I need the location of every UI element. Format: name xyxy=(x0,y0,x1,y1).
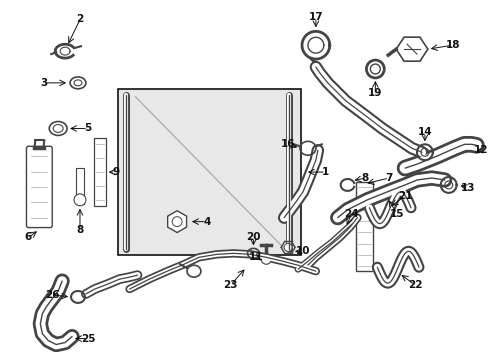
Text: 4: 4 xyxy=(203,217,210,227)
Text: 20: 20 xyxy=(245,233,260,243)
Circle shape xyxy=(261,254,271,264)
Text: 16: 16 xyxy=(280,139,295,149)
Text: 2: 2 xyxy=(76,14,83,24)
Text: 5: 5 xyxy=(84,123,91,134)
Text: 19: 19 xyxy=(367,88,382,98)
Text: 10: 10 xyxy=(295,246,309,256)
Text: 13: 13 xyxy=(460,183,475,193)
Text: 23: 23 xyxy=(223,280,237,290)
Circle shape xyxy=(74,194,86,206)
Text: 8: 8 xyxy=(76,225,83,235)
Text: 24: 24 xyxy=(344,209,358,219)
Text: 12: 12 xyxy=(473,145,488,155)
Text: 11: 11 xyxy=(249,252,263,262)
Text: 22: 22 xyxy=(407,280,421,290)
FancyBboxPatch shape xyxy=(26,146,52,228)
Text: 25: 25 xyxy=(81,334,95,343)
Bar xyxy=(355,182,373,271)
Circle shape xyxy=(172,217,182,226)
Text: 18: 18 xyxy=(445,40,459,50)
Text: 6: 6 xyxy=(25,233,32,243)
Polygon shape xyxy=(118,89,301,255)
Text: 14: 14 xyxy=(417,127,431,138)
Text: 8: 8 xyxy=(361,173,368,183)
Circle shape xyxy=(284,243,291,251)
Polygon shape xyxy=(167,211,186,233)
Text: 26: 26 xyxy=(45,290,60,300)
Text: 1: 1 xyxy=(322,167,329,177)
Text: 15: 15 xyxy=(389,209,404,219)
Bar xyxy=(76,168,84,204)
Text: 17: 17 xyxy=(308,13,323,22)
Polygon shape xyxy=(395,37,427,61)
Text: 21: 21 xyxy=(397,191,411,201)
Text: 9: 9 xyxy=(112,167,119,177)
Bar xyxy=(94,138,105,206)
Text: 3: 3 xyxy=(41,78,48,88)
Text: 7: 7 xyxy=(385,173,392,183)
